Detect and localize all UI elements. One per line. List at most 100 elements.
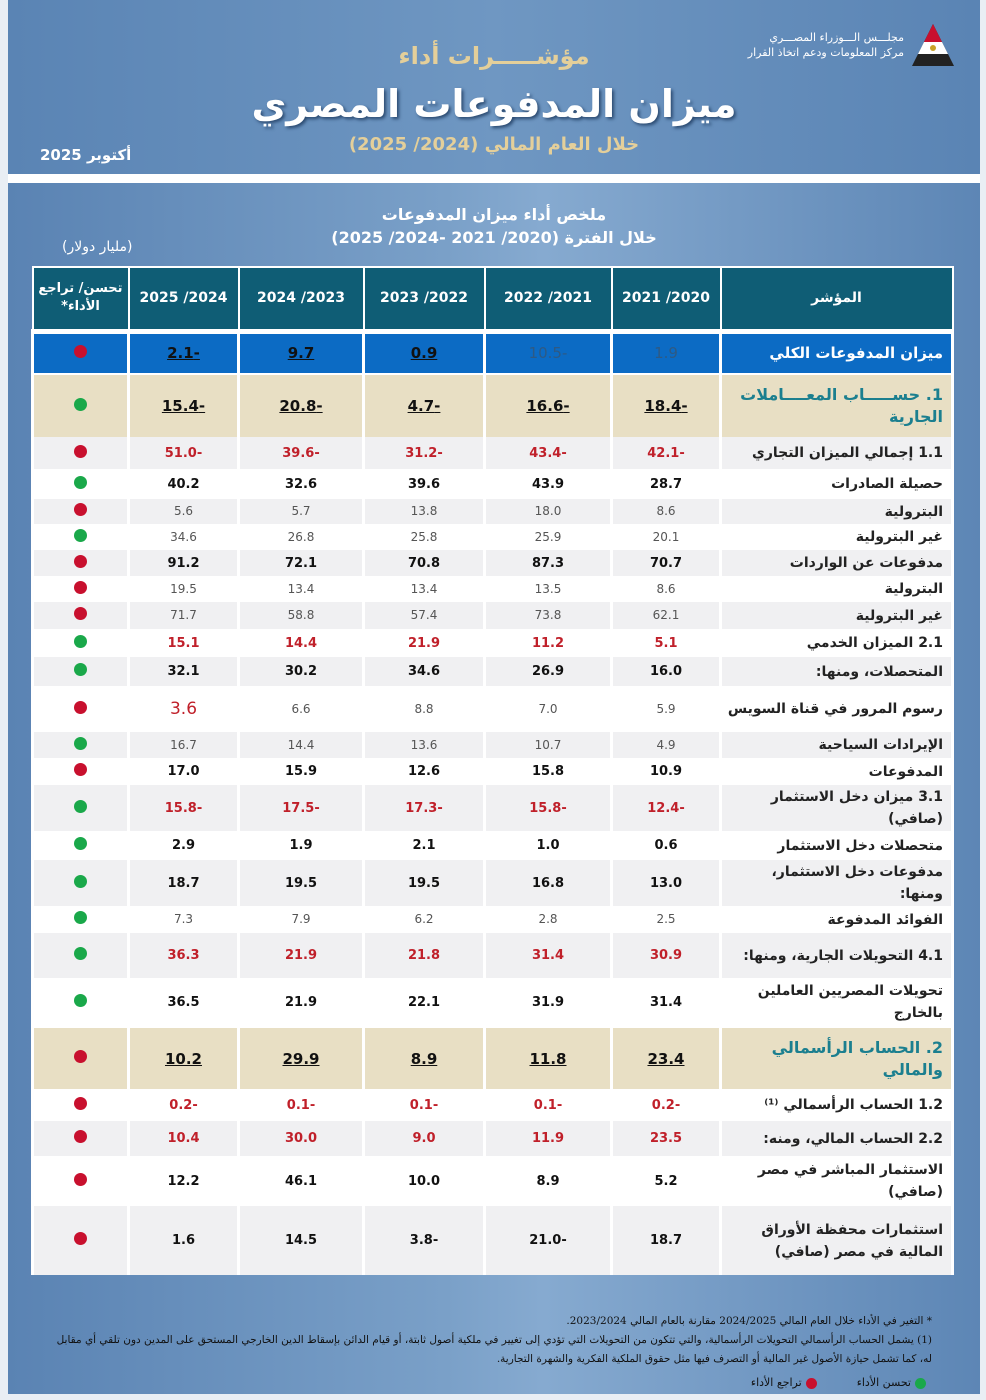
cell-value: 30.0 xyxy=(237,1121,365,1156)
cell-value: 32.6 xyxy=(237,469,365,499)
cabinet-logo-icon xyxy=(912,24,954,66)
cell-value: 10.0 xyxy=(362,1156,486,1206)
indicator-label: الإيرادات السياحية xyxy=(719,732,954,758)
cell-value: -17.3 xyxy=(362,785,486,831)
cell-value: -17.5 xyxy=(237,785,365,831)
cell-value: -39.6 xyxy=(237,437,365,469)
table-row: 4.1 التحويلات الجارية، ومنها: 30.9 31.4 21.… xyxy=(31,933,954,978)
value: -21.0 xyxy=(529,1233,567,1248)
indicator-label: غير البترولية xyxy=(719,524,954,550)
cell-value: 58.8 xyxy=(237,602,365,629)
table-row: البترولية 8.6 13.5 13.4 13.4 19.5 xyxy=(31,576,954,602)
green-dot-icon xyxy=(74,874,87,888)
legend-decline: تراجع الأداء xyxy=(751,1376,817,1389)
cell-value: 14.4 xyxy=(237,732,365,758)
footnote-1: (1) يشمل الحساب الرأسمالي التحويلات الرأ… xyxy=(56,1334,932,1365)
page: مجلـــس الـــوزراء المصـــري مركز المعلوم… xyxy=(8,0,980,1400)
cell-value: 70.8 xyxy=(362,550,486,576)
green-dot-icon xyxy=(74,397,87,411)
value: 36.3 xyxy=(167,948,200,963)
cell-value: 0.6 xyxy=(610,831,722,860)
footnote-star: * التغير في الأداء خلال العام المالي 202… xyxy=(566,1315,932,1327)
status-cell xyxy=(31,732,130,758)
cell-value: 10.4 xyxy=(127,1121,240,1156)
red-dot-icon xyxy=(805,1377,817,1389)
green-dot-icon xyxy=(74,947,87,960)
cell-value: 13.4 xyxy=(362,576,486,602)
value: 2.9 xyxy=(171,838,196,853)
value: 19.5 xyxy=(407,875,441,891)
cell-value: 21.9 xyxy=(237,978,365,1027)
cell-value: 7.3 xyxy=(127,906,240,933)
cell-value: 31.4 xyxy=(610,978,722,1027)
indicator-label: 1. حســـــاب المعــــاملات الجارية xyxy=(719,373,954,437)
status-cell xyxy=(31,1026,130,1089)
legend: تحسن الأداء تراجع الأداء xyxy=(751,1376,926,1389)
cell-value: 19.5 xyxy=(362,860,486,906)
value: 29.9 xyxy=(282,1049,320,1068)
value: 21.8 xyxy=(407,948,441,963)
value: 73.8 xyxy=(534,608,562,622)
red-dot-icon xyxy=(74,1232,87,1245)
cell-value: 13.6 xyxy=(362,732,486,758)
value: 5.2 xyxy=(654,1173,678,1189)
value: 18.7 xyxy=(167,875,200,891)
cell-value: 22.1 xyxy=(362,978,486,1027)
cell-value: 28.7 xyxy=(610,469,722,499)
col-header: 2021/ 2022 xyxy=(483,266,613,332)
indicator-label: المتحصلات، ومنها: xyxy=(719,657,954,686)
cell-value: -0.2 xyxy=(127,1089,240,1121)
value: 2.1 xyxy=(412,838,436,853)
cell-value: 2.8 xyxy=(483,906,613,933)
indicator-label: متحصلات دخل الاستثمار xyxy=(719,831,954,860)
col-header: تحسن/ تراجع الأداء* xyxy=(31,266,130,332)
page-subtitle: خلال العام المالي (2024/ 2025) xyxy=(348,134,640,155)
table-header: المؤشر 2020/ 2021 2021/ 2022 2022/ 2023 … xyxy=(31,266,954,332)
value: 62.1 xyxy=(652,608,680,622)
value: -15.8 xyxy=(164,800,203,816)
status-cell xyxy=(31,831,130,860)
value: 13.4 xyxy=(410,581,438,596)
cell-value: 1.0 xyxy=(483,831,613,860)
footnotes: * التغير في الأداء خلال العام المالي 202… xyxy=(52,1312,932,1369)
cell-value: 72.1 xyxy=(237,550,365,576)
value: 34.6 xyxy=(170,529,197,544)
indicator-label: مدفوعات دخل الاستثمار، ومنها: xyxy=(719,860,954,906)
indicator-label: استثمارات محفظة الأوراق المالية في مصر (… xyxy=(719,1206,954,1275)
value: -17.3 xyxy=(405,800,443,816)
value: 36.5 xyxy=(167,994,200,1010)
value: 5.9 xyxy=(656,701,676,716)
cell-value: 30.2 xyxy=(237,657,365,686)
value: 3.6 xyxy=(169,699,198,719)
table-row: استثمارات محفظة الأوراق المالية في مصر (… xyxy=(31,1206,954,1275)
cell-value: -43.4 xyxy=(483,437,613,469)
cell-value: 15.1 xyxy=(127,629,240,657)
value: 22.1 xyxy=(407,994,441,1010)
cell-value: 19.5 xyxy=(127,576,240,602)
indicator-label: 2. الحساب الرأسمالي والمالي xyxy=(719,1026,954,1089)
value: 13.6 xyxy=(410,737,438,752)
value: 58.8 xyxy=(287,608,315,622)
col-header: المؤشر xyxy=(719,266,954,332)
bop-table: المؤشر 2020/ 2021 2021/ 2022 2022/ 2023 … xyxy=(31,266,954,1275)
logo: مجلـــس الـــوزراء المصـــري مركز المعلوم… xyxy=(748,22,956,68)
cell-value: 43.9 xyxy=(483,469,613,499)
value: 13.4 xyxy=(287,581,315,596)
value: 46.1 xyxy=(284,1173,318,1189)
status-cell xyxy=(31,758,130,785)
value: 6.2 xyxy=(414,912,434,926)
cell-value: 30.9 xyxy=(610,933,722,978)
status-cell xyxy=(31,1156,130,1206)
cell-value: 18.7 xyxy=(127,860,240,906)
status-cell xyxy=(31,978,130,1027)
status-cell xyxy=(31,906,130,933)
value: 21.9 xyxy=(407,635,441,651)
cell-value: 31.4 xyxy=(483,933,613,978)
green-dot-icon xyxy=(74,663,87,676)
cell-value: -3.8 xyxy=(362,1206,486,1275)
value: 1.6 xyxy=(171,1233,196,1248)
cell-value: 62.1 xyxy=(610,602,722,629)
table-row: تحويلات المصريين العاملين بالخارج 31.4 31.… xyxy=(31,978,954,1027)
cell-value: 10.9 xyxy=(610,758,722,785)
value: 23.5 xyxy=(649,1131,683,1146)
